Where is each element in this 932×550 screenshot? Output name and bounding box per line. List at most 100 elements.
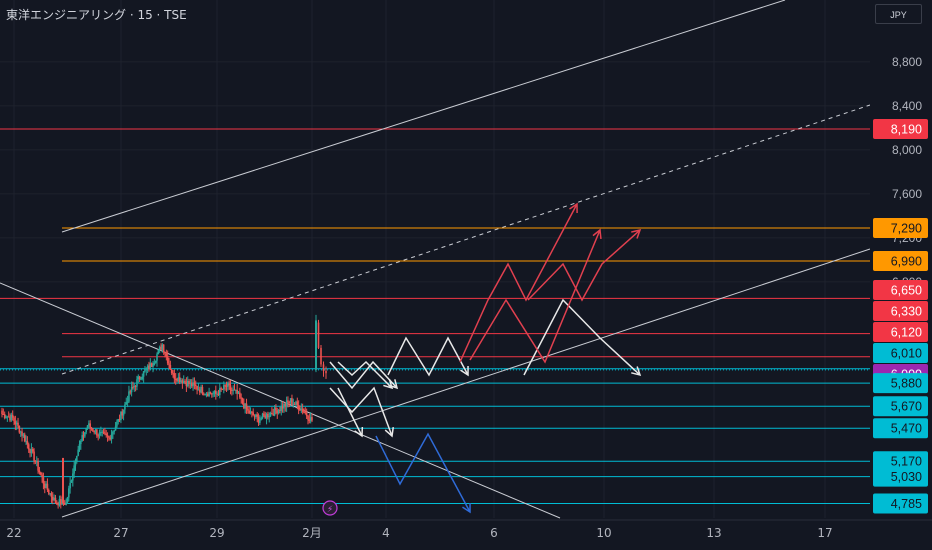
candle[interactable] <box>227 383 229 387</box>
candle[interactable] <box>271 412 273 414</box>
candle[interactable] <box>287 400 289 402</box>
candle[interactable] <box>260 418 263 420</box>
candle[interactable] <box>168 363 170 365</box>
candle[interactable] <box>309 417 312 421</box>
candle[interactable] <box>205 393 208 395</box>
candle[interactable] <box>5 417 7 419</box>
price-tag[interactable] <box>873 119 928 139</box>
candle[interactable] <box>33 451 35 461</box>
candle[interactable] <box>252 412 255 416</box>
candle[interactable] <box>51 497 54 501</box>
projection-arrow-white[interactable] <box>329 360 398 390</box>
candle[interactable] <box>92 428 94 432</box>
candle[interactable] <box>263 413 265 416</box>
candle[interactable] <box>84 432 86 437</box>
candle[interactable] <box>186 380 189 387</box>
candle[interactable] <box>98 432 101 436</box>
candle-long[interactable] <box>62 457 64 504</box>
candle[interactable] <box>173 373 176 379</box>
candle[interactable] <box>172 373 174 375</box>
candle[interactable] <box>190 382 193 387</box>
candle[interactable] <box>251 411 253 413</box>
candle[interactable] <box>279 409 281 411</box>
candle[interactable] <box>100 432 102 434</box>
candle[interactable] <box>284 403 287 407</box>
candle[interactable] <box>273 407 276 416</box>
price-tag[interactable] <box>873 322 928 342</box>
candle[interactable] <box>261 413 264 419</box>
candle[interactable] <box>281 406 284 409</box>
candle[interactable] <box>144 369 146 372</box>
candle[interactable] <box>46 483 49 490</box>
price-tag[interactable] <box>873 451 928 472</box>
price-tag[interactable] <box>873 280 928 300</box>
candle[interactable] <box>128 391 130 402</box>
candle[interactable] <box>243 403 245 409</box>
candle[interactable] <box>231 389 233 391</box>
candle[interactable] <box>7 416 10 418</box>
candle[interactable] <box>96 429 98 436</box>
projection-arrow-blue[interactable] <box>375 432 471 513</box>
candle[interactable] <box>45 483 47 488</box>
candle[interactable] <box>235 389 237 391</box>
candle[interactable] <box>13 417 15 422</box>
candle[interactable] <box>137 376 140 380</box>
price-tag[interactable] <box>873 418 928 439</box>
candle[interactable] <box>104 432 106 434</box>
candle[interactable] <box>296 401 299 405</box>
candle[interactable] <box>322 364 325 371</box>
candle[interactable] <box>81 435 83 441</box>
candle[interactable] <box>194 384 197 387</box>
candle[interactable] <box>174 378 177 380</box>
candle[interactable] <box>136 379 138 387</box>
candle[interactable] <box>57 503 59 506</box>
price-tag[interactable] <box>873 493 928 514</box>
candle[interactable] <box>182 381 185 384</box>
candle[interactable] <box>268 416 271 418</box>
candle[interactable] <box>247 409 249 411</box>
candle[interactable] <box>181 380 184 384</box>
candle[interactable] <box>132 386 134 388</box>
candle[interactable] <box>267 413 269 418</box>
price-tag[interactable] <box>873 301 928 321</box>
candle[interactable] <box>134 385 137 387</box>
candle[interactable] <box>265 413 268 419</box>
candle[interactable] <box>76 455 78 462</box>
candle[interactable] <box>110 434 113 440</box>
candle[interactable] <box>85 428 87 433</box>
candle[interactable] <box>26 440 29 445</box>
candle[interactable] <box>18 425 21 433</box>
price-tag[interactable] <box>873 343 928 363</box>
candle[interactable] <box>31 449 34 452</box>
candle[interactable] <box>77 449 79 456</box>
candle[interactable] <box>112 431 114 435</box>
candle[interactable] <box>55 503 58 505</box>
candle[interactable] <box>66 497 69 503</box>
candle[interactable] <box>248 410 250 414</box>
candle[interactable] <box>317 322 320 348</box>
event-marker[interactable] <box>322 500 338 516</box>
candle[interactable] <box>10 414 13 421</box>
candle[interactable] <box>169 364 172 370</box>
candle[interactable] <box>29 449 31 454</box>
candle[interactable] <box>269 412 272 417</box>
projection-arrow-white[interactable] <box>523 298 641 376</box>
candle[interactable] <box>150 363 153 367</box>
candle[interactable] <box>34 460 37 462</box>
candle[interactable] <box>17 422 19 426</box>
candle[interactable] <box>22 434 25 436</box>
candle[interactable] <box>292 403 295 405</box>
projection-arrow-white[interactable] <box>337 360 393 389</box>
candle[interactable] <box>124 404 126 410</box>
candle[interactable] <box>148 365 150 370</box>
candle[interactable] <box>116 421 118 427</box>
projection-arrow-white[interactable] <box>329 386 393 437</box>
candle[interactable] <box>214 390 217 394</box>
candle[interactable] <box>295 401 297 405</box>
candle[interactable] <box>122 409 125 416</box>
candle[interactable] <box>180 380 182 383</box>
candle[interactable] <box>244 403 246 409</box>
candle[interactable] <box>276 410 279 414</box>
price-tag[interactable] <box>873 251 928 271</box>
candle[interactable] <box>65 502 67 505</box>
